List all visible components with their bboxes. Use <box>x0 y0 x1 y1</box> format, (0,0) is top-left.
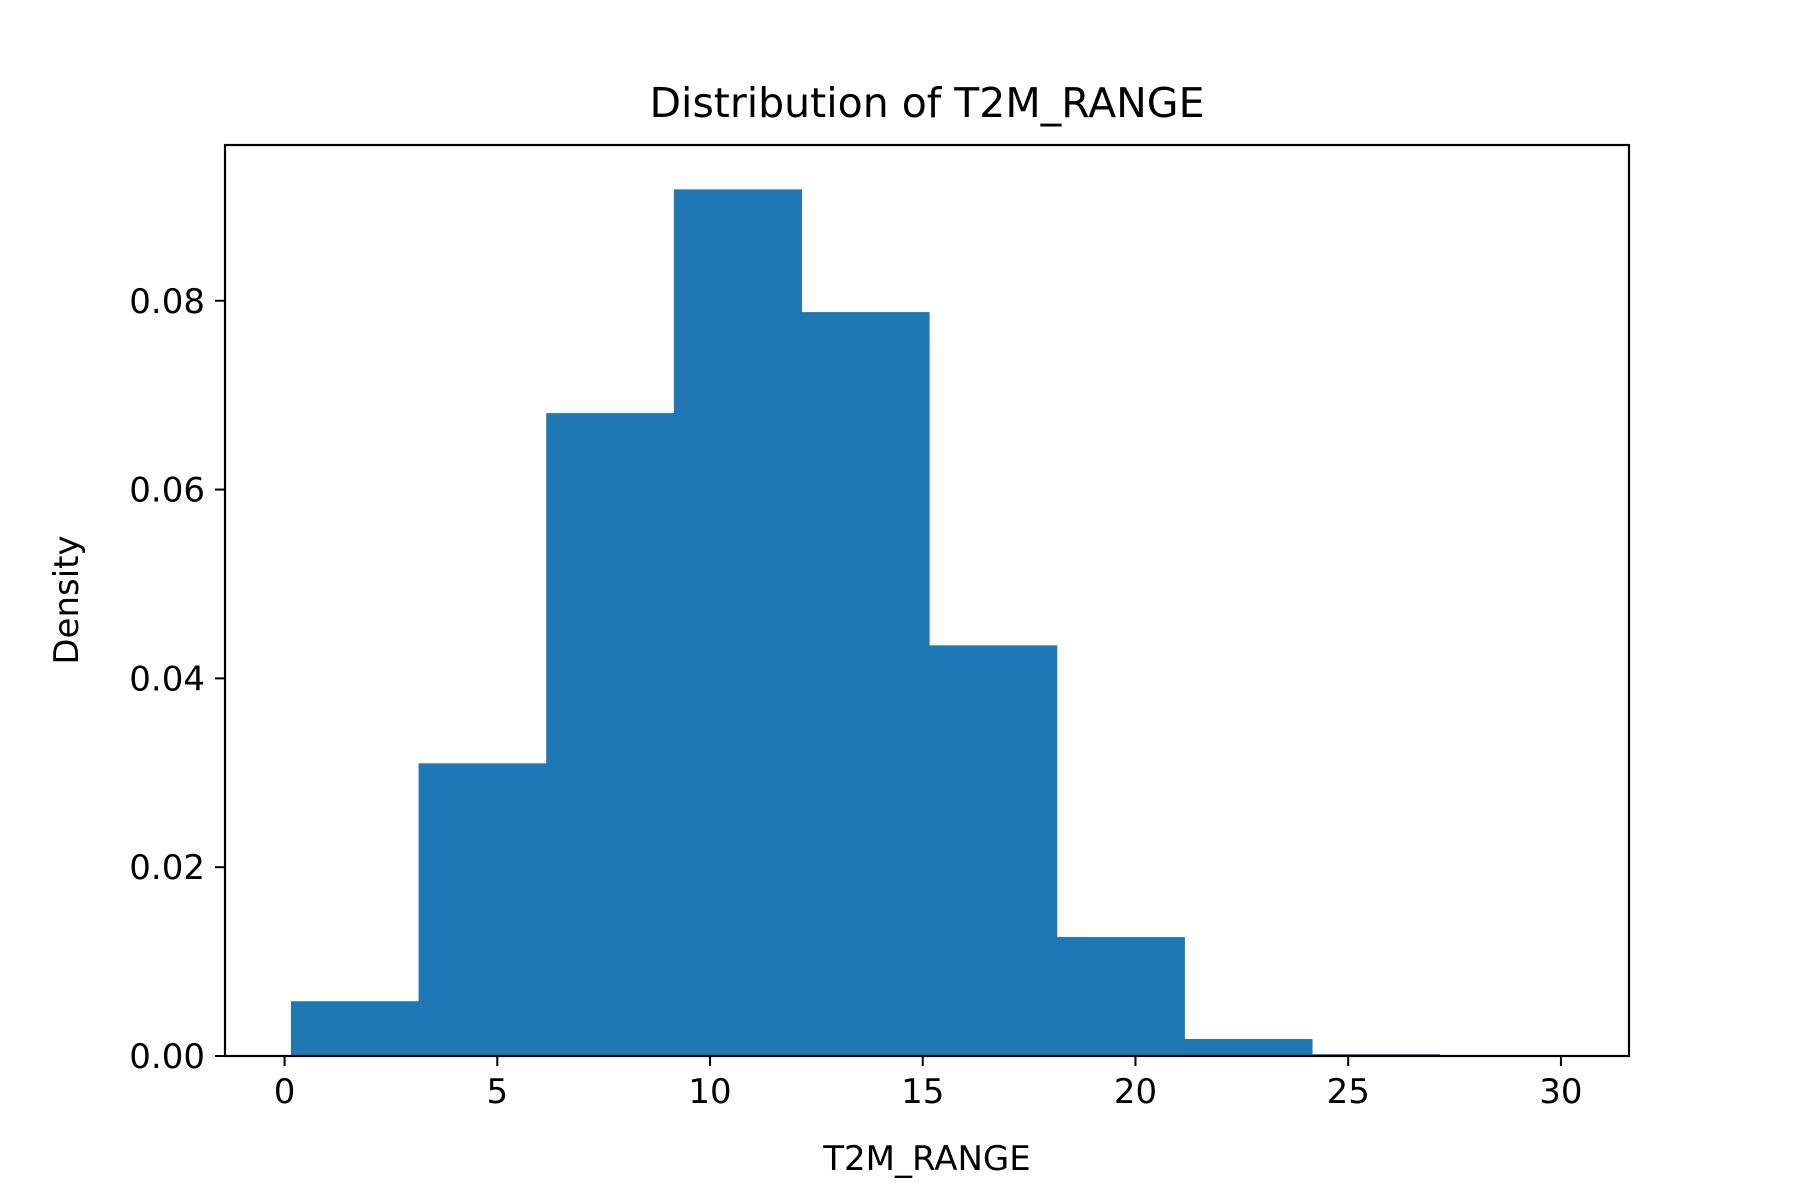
x-tick-label: 5 <box>486 1072 508 1112</box>
x-tick-label: 20 <box>1114 1072 1157 1112</box>
y-tick-label: 0.02 <box>129 848 205 888</box>
histogram-bar <box>1056 937 1185 1056</box>
y-axis-label: Density <box>47 535 87 664</box>
histogram-bar <box>801 312 930 1056</box>
x-axis-ticks: 0 5 10 15 20 25 30 <box>274 1056 1583 1112</box>
histogram-bar <box>418 763 547 1056</box>
x-tick-label: 30 <box>1539 1072 1582 1112</box>
histogram-bar <box>290 1001 420 1056</box>
plot-frame <box>223 143 1631 1058</box>
histogram-bar <box>546 413 675 1056</box>
histogram-bar <box>1184 1039 1313 1056</box>
bars-group <box>290 189 1568 1057</box>
chart-title: Distribution of T2M_RANGE <box>649 79 1204 127</box>
y-tick-label: 0.04 <box>129 659 205 699</box>
x-tick-label: 10 <box>688 1072 731 1112</box>
y-tick-label: 0.06 <box>129 471 205 511</box>
histogram-bar <box>929 645 1058 1056</box>
y-tick-label: 0.00 <box>129 1037 205 1077</box>
y-axis-ticks: 0.00 0.02 0.04 0.06 0.08 <box>129 282 225 1077</box>
y-tick-label: 0.08 <box>129 282 205 322</box>
x-tick-label: 0 <box>274 1072 296 1112</box>
histogram-bar <box>673 189 802 1057</box>
x-tick-label: 25 <box>1327 1072 1370 1112</box>
x-axis-label: T2M_RANGE <box>822 1139 1031 1179</box>
x-tick-label: 15 <box>901 1072 944 1112</box>
